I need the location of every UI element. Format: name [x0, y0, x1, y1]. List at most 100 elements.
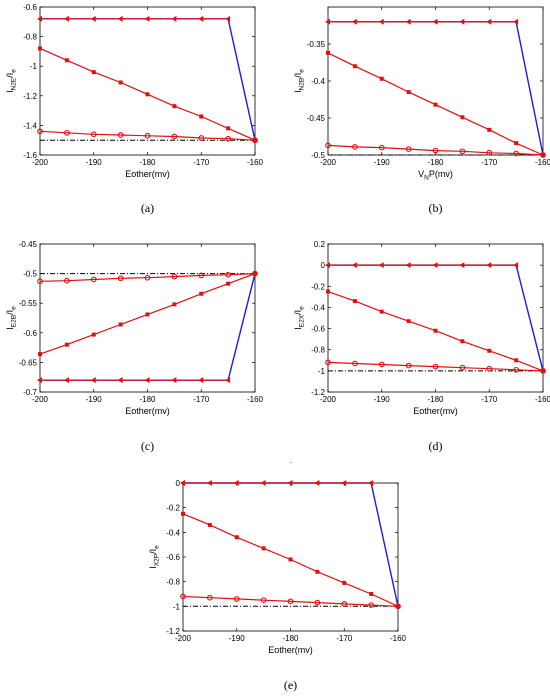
triangle-marker — [117, 15, 123, 22]
triangle-marker — [90, 15, 96, 22]
square-marker — [487, 348, 492, 353]
x-tick-label: -180 — [139, 395, 156, 404]
panel-label: (c) — [141, 439, 154, 453]
x-tick-label: -190 — [229, 634, 246, 643]
y-tick-label: -1.2 — [311, 388, 325, 397]
circle-marker — [252, 270, 258, 277]
circle-marker — [90, 131, 97, 138]
y-tick-label: -0.65 — [19, 358, 38, 367]
x-axis-label: Eother(mv) — [413, 406, 458, 416]
y-tick-label: -0.2 — [166, 504, 180, 513]
x-tick-label: -190 — [86, 158, 103, 167]
square-marker — [226, 281, 231, 286]
triangle-marker — [378, 18, 384, 25]
circle-marker — [486, 149, 493, 156]
x-tick-label: -190 — [86, 395, 103, 404]
circle-marker — [64, 277, 70, 284]
circle-marker — [144, 274, 151, 281]
y-axis-label-sub2: e — [299, 69, 306, 73]
circle-marker — [198, 135, 205, 141]
triangle-marker — [351, 18, 357, 25]
y-axis-label-sub2: e — [154, 545, 161, 549]
x-axis-label: Eother(mv) — [125, 169, 170, 179]
x-tick-label: -160 — [535, 395, 550, 404]
triangle-marker — [198, 15, 204, 22]
chart-panel-c: -200 -190 -180 -170 -160 -0.7 -0.65 -0.6 -0.55 -0… — [5, 240, 264, 453]
circle-marker — [144, 132, 151, 139]
x-axis-label-main: V — [418, 169, 424, 179]
square-marker — [406, 319, 411, 324]
square-marker — [326, 50, 330, 55]
x-tick-label: -200 — [320, 395, 337, 404]
y-tick-label: -0.8 — [311, 346, 325, 355]
x-tick-label: -180 — [427, 158, 444, 167]
y-axis-label-sub2: e — [11, 69, 18, 73]
y-tick-label: -1.4 — [23, 121, 37, 130]
square-marker — [64, 58, 69, 63]
y-tick-label: -0.8 — [23, 33, 37, 42]
x-axis-label-sub: N — [424, 175, 429, 182]
triangle-marker — [198, 377, 204, 384]
y-tick-label: -0.55 — [19, 299, 38, 308]
x-tick-label: -200 — [320, 158, 337, 167]
triangle-marker — [63, 377, 69, 384]
square-marker — [226, 126, 231, 131]
square-marker — [234, 535, 239, 540]
square-marker — [118, 80, 123, 85]
triangle-marker — [37, 15, 42, 22]
triangle-marker — [341, 480, 347, 486]
circle-marker — [405, 362, 412, 369]
x-tick-label: -200 — [175, 634, 192, 643]
triangle-marker — [459, 262, 465, 269]
square-marker — [118, 322, 123, 327]
y-tick-label: -0.4 — [311, 77, 325, 86]
triangle-marker — [459, 18, 465, 25]
y-tick-label: -0.45 — [307, 114, 326, 123]
y-axis-label-rest: /I — [5, 73, 15, 78]
x-tick-label: -160 — [247, 395, 264, 404]
x-tick-label: -170 — [481, 158, 498, 167]
y-tick-label: -1 — [30, 62, 38, 71]
triangle-marker — [378, 262, 384, 269]
circle-marker — [171, 133, 178, 140]
series-line-circles — [327, 361, 544, 372]
square-marker — [460, 339, 465, 344]
y-tick-label: -0.5 — [311, 151, 325, 160]
circle-marker — [432, 363, 439, 370]
x-tick-label: -160 — [247, 158, 264, 167]
chart-panel-d: -200 -190 -180 -170 -160 -1.2 -1 -0.8 -0.6 -0.4 -0… — [293, 240, 550, 453]
circle-marker — [90, 276, 97, 283]
x-tick-label: -200 — [32, 395, 49, 404]
circle-marker — [325, 142, 331, 149]
series-line-circles — [39, 130, 256, 141]
y-tick-label: -1.2 — [166, 627, 180, 636]
square-marker — [433, 102, 438, 107]
panel-label: (e) — [284, 678, 297, 692]
square-marker — [379, 76, 384, 81]
y-tick-label: -0.45 — [19, 240, 38, 249]
x-tick-label: -190 — [374, 395, 391, 404]
triangle-marker — [233, 480, 239, 486]
square-marker — [369, 592, 374, 596]
y-axis-label-main: I — [293, 327, 303, 330]
circle-marker — [260, 597, 267, 604]
x-tick-label: -160 — [390, 634, 407, 643]
y-tick-label: -0.6 — [166, 553, 180, 562]
square-marker — [261, 546, 266, 551]
square-marker — [288, 557, 293, 562]
square-marker — [199, 291, 204, 296]
square-marker — [379, 309, 384, 314]
y-tick-label: -0.4 — [166, 528, 180, 537]
triangle-marker — [225, 15, 231, 22]
chart-panel-e: -200 -190 -180 -170 -160 -1.2 -1 -0.8 -0.6 -0.4 -0… — [148, 479, 407, 692]
x-tick-label: -170 — [481, 395, 498, 404]
y-tick-label: -1 — [173, 602, 181, 611]
x-tick-label: -170 — [193, 158, 210, 167]
square-marker — [199, 114, 204, 119]
square-marker — [514, 358, 519, 363]
circle-marker — [378, 144, 385, 151]
y-tick-label: 0 — [176, 479, 181, 488]
circle-marker — [171, 273, 178, 280]
circle-marker — [459, 148, 466, 155]
